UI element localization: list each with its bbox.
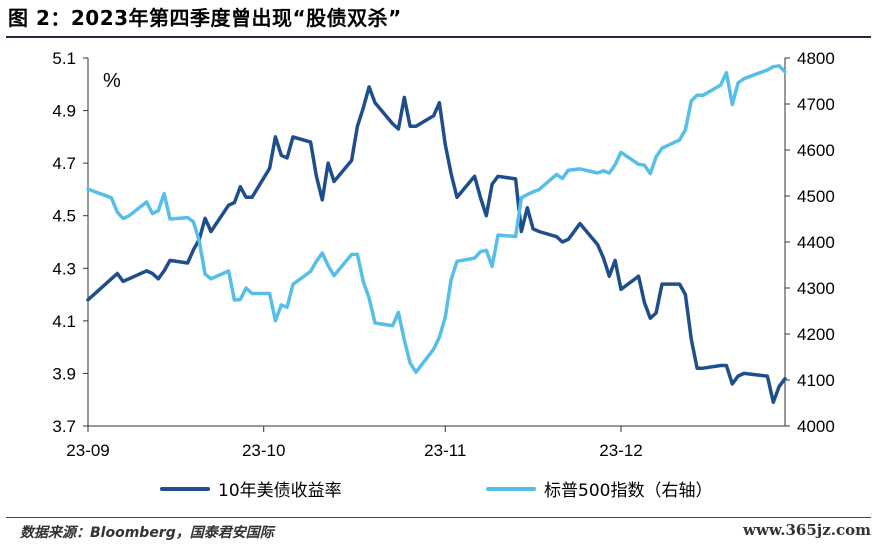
footer-divider — [6, 517, 871, 518]
legend-item-spx: 标普500指数（右轴） — [486, 476, 712, 501]
y-right-tick-label: 4300 — [797, 279, 835, 298]
plot-area: 3.7 3.9 4.1 4.3 4.5 4.7 4.9 5.1 4000 4100 4200 4300… — [52, 49, 834, 460]
y-left-tick-label: 4.1 — [52, 312, 76, 331]
y-left-tick-label: 4.9 — [52, 102, 76, 121]
watermark: www.365jz.com — [743, 521, 871, 539]
y-right-tick-label: 4400 — [797, 233, 835, 252]
x-tick-label: 23-11 — [424, 441, 466, 460]
y-unit-label: % — [103, 70, 121, 92]
y-right-tick-label: 4600 — [797, 141, 835, 160]
y-right-tick-label: 4100 — [797, 371, 835, 390]
legend-label-spx: 标普500指数（右轴） — [544, 481, 713, 501]
y-left-tick-label: 3.9 — [52, 364, 76, 383]
y-right-tick-label: 4200 — [797, 325, 835, 344]
series-line-ust10y — [86, 85, 787, 405]
y-right-tick-label: 4000 — [797, 417, 835, 436]
legend-swatch-spx — [486, 486, 536, 491]
series-line-spx — [86, 64, 787, 374]
y-left-tick-label: 4.3 — [52, 259, 76, 278]
y-right-tick-label: 4700 — [797, 95, 835, 114]
chart-title: 图 2：2023年第四季度曾出现“股债双杀” — [8, 6, 402, 30]
line-chart: 3.7 3.9 4.1 4.3 4.5 4.7 4.9 5.1 4000 4100 4200 4300… — [52, 49, 834, 460]
legend-swatch-ust10y — [160, 486, 210, 491]
legend-label-ust10y: 10年美债收益率 — [218, 481, 342, 501]
legend-item-ust10y: 10年美债收益率 — [160, 476, 342, 501]
y-right-tick-label: 4800 — [797, 49, 835, 68]
x-tick-label: 23-12 — [599, 441, 642, 460]
title-underline — [6, 36, 871, 38]
y-left-tick-label: 4.5 — [52, 207, 76, 226]
source-note: 数据来源：Bloomberg，国泰君安国际 — [20, 525, 274, 541]
x-tick-label: 23-09 — [66, 441, 109, 460]
y-left-tick-label: 3.7 — [52, 417, 76, 436]
y-right-tick-label: 4500 — [797, 187, 835, 206]
y-left-tick-label: 5.1 — [52, 49, 76, 68]
x-tick-label: 23-10 — [242, 441, 285, 460]
y-left-tick-label: 4.7 — [52, 154, 76, 173]
